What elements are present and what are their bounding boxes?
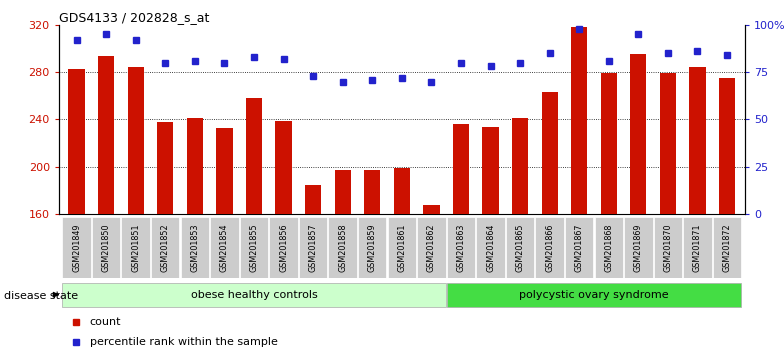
- Text: GSM201855: GSM201855: [249, 223, 259, 272]
- Text: GSM201872: GSM201872: [723, 223, 731, 272]
- Text: GSM201865: GSM201865: [516, 223, 524, 272]
- FancyBboxPatch shape: [594, 217, 623, 278]
- FancyBboxPatch shape: [122, 217, 150, 278]
- Bar: [394, 168, 410, 354]
- Text: GDS4133 / 202828_s_at: GDS4133 / 202828_s_at: [59, 11, 209, 24]
- Text: GSM201854: GSM201854: [220, 223, 229, 272]
- Text: disease state: disease state: [4, 291, 78, 301]
- FancyBboxPatch shape: [624, 217, 652, 278]
- FancyBboxPatch shape: [477, 217, 505, 278]
- FancyBboxPatch shape: [565, 217, 593, 278]
- Bar: [571, 27, 587, 354]
- Text: GSM201870: GSM201870: [663, 223, 673, 272]
- Bar: [246, 98, 262, 354]
- FancyBboxPatch shape: [358, 217, 387, 278]
- Bar: [719, 78, 735, 354]
- Text: GSM201861: GSM201861: [397, 223, 406, 272]
- Text: GSM201858: GSM201858: [338, 223, 347, 272]
- Text: GSM201859: GSM201859: [368, 223, 377, 272]
- Text: GSM201871: GSM201871: [693, 223, 702, 272]
- FancyBboxPatch shape: [63, 283, 445, 307]
- Bar: [187, 118, 203, 354]
- FancyBboxPatch shape: [387, 217, 416, 278]
- Text: GSM201852: GSM201852: [161, 223, 170, 272]
- Text: GSM201867: GSM201867: [575, 223, 584, 272]
- Text: percentile rank within the sample: percentile rank within the sample: [89, 337, 278, 347]
- Text: GSM201856: GSM201856: [279, 223, 288, 272]
- Bar: [68, 69, 85, 354]
- Bar: [423, 205, 440, 354]
- Bar: [453, 124, 469, 354]
- Text: obese healthy controls: obese healthy controls: [191, 290, 318, 300]
- Text: GSM201862: GSM201862: [426, 223, 436, 272]
- FancyBboxPatch shape: [654, 217, 682, 278]
- FancyBboxPatch shape: [535, 217, 564, 278]
- FancyBboxPatch shape: [63, 217, 91, 278]
- FancyBboxPatch shape: [447, 217, 475, 278]
- Bar: [157, 122, 173, 354]
- Text: GSM201851: GSM201851: [131, 223, 140, 272]
- Text: GSM201850: GSM201850: [102, 223, 111, 272]
- Bar: [689, 67, 706, 354]
- FancyBboxPatch shape: [328, 217, 357, 278]
- Bar: [660, 73, 676, 354]
- FancyBboxPatch shape: [210, 217, 238, 278]
- Bar: [216, 128, 233, 354]
- Bar: [364, 170, 380, 354]
- FancyBboxPatch shape: [270, 217, 298, 278]
- Bar: [275, 121, 292, 354]
- FancyBboxPatch shape: [240, 217, 268, 278]
- FancyBboxPatch shape: [447, 283, 741, 307]
- Text: GSM201866: GSM201866: [545, 223, 554, 272]
- FancyBboxPatch shape: [684, 217, 712, 278]
- Text: GSM201857: GSM201857: [309, 223, 318, 272]
- Text: GSM201849: GSM201849: [72, 223, 81, 272]
- FancyBboxPatch shape: [151, 217, 180, 278]
- FancyBboxPatch shape: [180, 217, 209, 278]
- Text: GSM201868: GSM201868: [604, 223, 613, 272]
- Bar: [335, 170, 350, 354]
- Bar: [512, 118, 528, 354]
- Bar: [482, 127, 499, 354]
- FancyBboxPatch shape: [417, 217, 445, 278]
- Text: GSM201863: GSM201863: [456, 223, 466, 272]
- Text: GSM201869: GSM201869: [633, 223, 643, 272]
- FancyBboxPatch shape: [299, 217, 327, 278]
- FancyBboxPatch shape: [506, 217, 534, 278]
- Text: polycystic ovary syndrome: polycystic ovary syndrome: [519, 290, 669, 300]
- Bar: [98, 56, 114, 354]
- Bar: [601, 73, 617, 354]
- FancyBboxPatch shape: [713, 217, 741, 278]
- Text: GSM201853: GSM201853: [191, 223, 199, 272]
- Bar: [630, 55, 647, 354]
- Text: count: count: [89, 317, 122, 327]
- FancyBboxPatch shape: [92, 217, 120, 278]
- Bar: [128, 67, 143, 354]
- Bar: [542, 92, 557, 354]
- Bar: [305, 184, 321, 354]
- Text: GSM201864: GSM201864: [486, 223, 495, 272]
